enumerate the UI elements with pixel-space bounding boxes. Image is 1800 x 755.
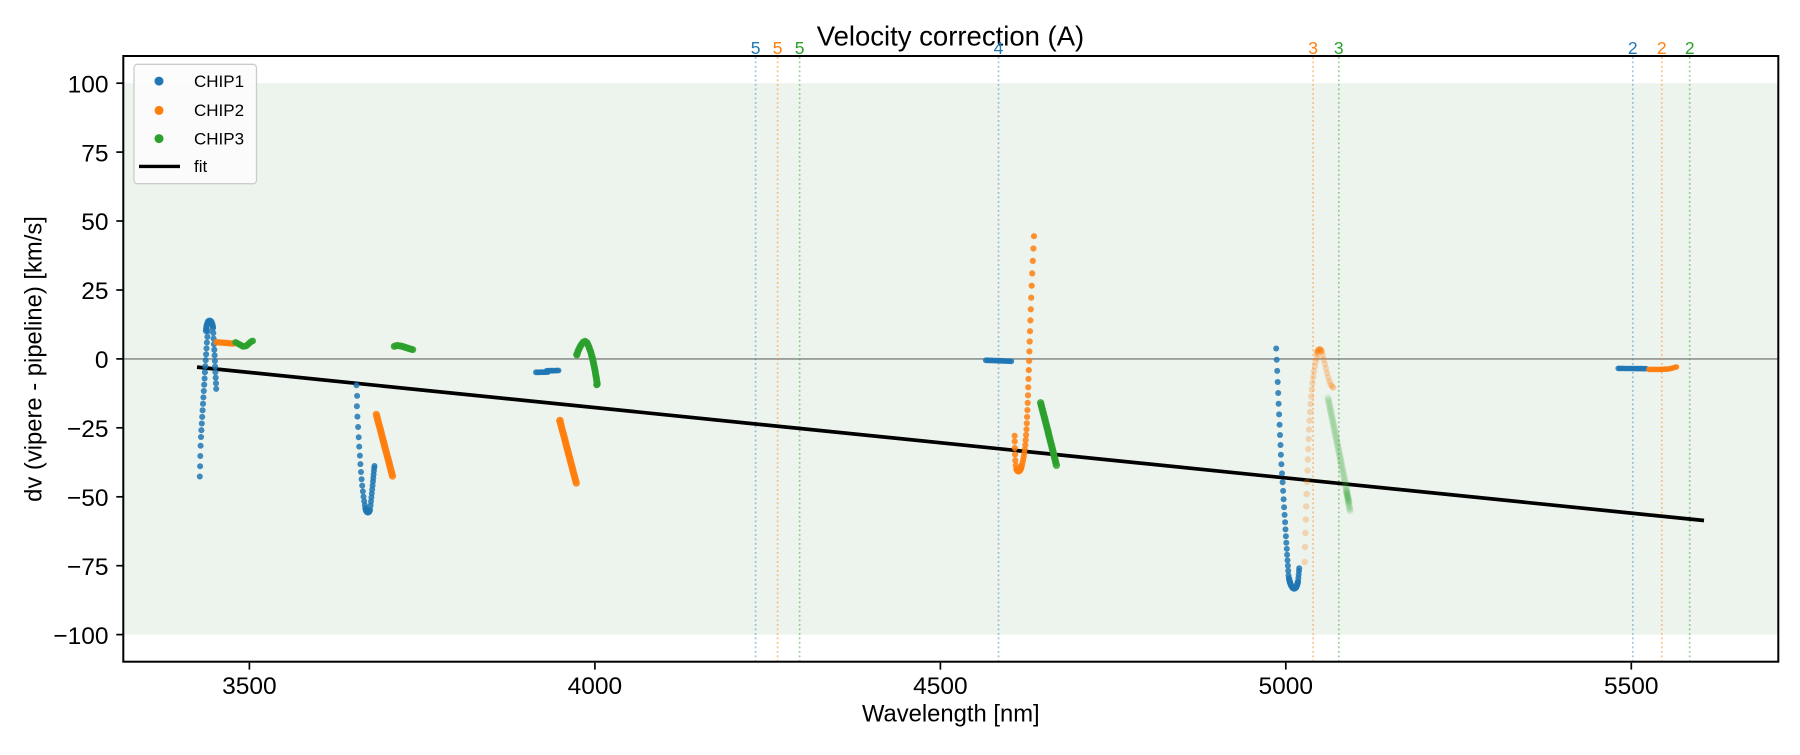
svg-text:75: 75 <box>81 140 108 167</box>
svg-text:CHIP1: CHIP1 <box>194 72 244 91</box>
svg-text:3500: 3500 <box>222 673 277 700</box>
svg-text:50: 50 <box>81 209 108 236</box>
svg-text:Velocity correction (A): Velocity correction (A) <box>817 20 1084 51</box>
svg-text:3: 3 <box>1334 38 1344 58</box>
svg-text:4000: 4000 <box>568 673 623 700</box>
svg-text:−100: −100 <box>53 623 108 650</box>
svg-text:3: 3 <box>1308 38 1318 58</box>
svg-text:5500: 5500 <box>1604 673 1659 700</box>
svg-text:4500: 4500 <box>913 673 968 700</box>
svg-text:25: 25 <box>81 278 108 305</box>
svg-text:4: 4 <box>994 38 1004 58</box>
svg-text:CHIP2: CHIP2 <box>194 101 244 120</box>
svg-text:dv (vipere - pipeline) [km/s]: dv (vipere - pipeline) [km/s] <box>21 216 48 502</box>
svg-text:100: 100 <box>68 71 109 98</box>
svg-text:fit: fit <box>194 157 208 176</box>
svg-text:−25: −25 <box>67 416 109 443</box>
svg-text:Wavelength [nm]: Wavelength [nm] <box>862 701 1040 728</box>
svg-text:−50: −50 <box>67 485 109 512</box>
svg-text:CHIP3: CHIP3 <box>194 129 244 148</box>
svg-text:2: 2 <box>1685 38 1695 58</box>
svg-text:5000: 5000 <box>1259 673 1314 700</box>
svg-text:5: 5 <box>795 38 805 58</box>
svg-text:2: 2 <box>1628 38 1638 58</box>
svg-text:0: 0 <box>95 347 109 374</box>
svg-text:−75: −75 <box>67 554 109 581</box>
svg-text:2: 2 <box>1657 38 1667 58</box>
svg-text:5: 5 <box>751 38 761 58</box>
svg-text:5: 5 <box>773 38 783 58</box>
